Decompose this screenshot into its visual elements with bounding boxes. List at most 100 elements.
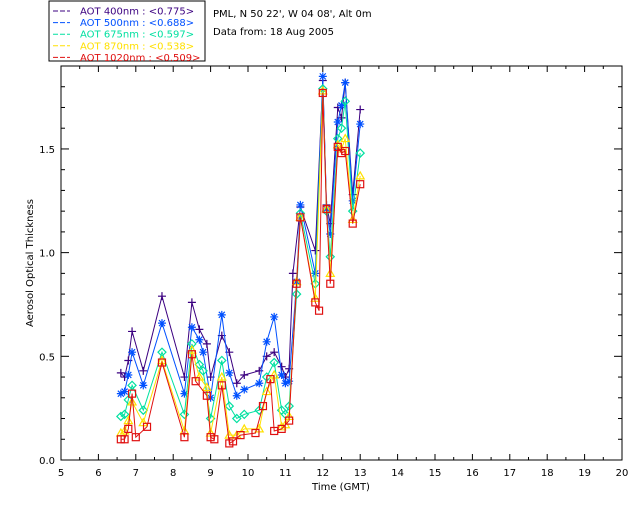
data-point-star [139, 381, 148, 390]
data-point-star [270, 312, 279, 321]
data-point-plus [202, 339, 211, 348]
data-point-star [318, 72, 327, 81]
data-point-triangle [355, 170, 366, 180]
data-point-square [292, 279, 301, 288]
data-point-square [131, 433, 140, 442]
data-point-star [348, 196, 357, 205]
data-point-star [281, 379, 290, 388]
data-point-square [187, 350, 196, 359]
data-point-square [157, 358, 167, 367]
data-point-square [202, 391, 211, 400]
data-point-star [341, 78, 350, 87]
x-axis-label: Time (GMT) [311, 482, 370, 493]
data-point-square [124, 424, 133, 433]
data-point-diamond [187, 339, 197, 349]
data-point-diamond [115, 411, 126, 422]
x-tick-label: 6 [95, 468, 101, 479]
data-point-plus [277, 362, 286, 371]
series-group [116, 72, 365, 402]
data-point-square [356, 180, 365, 189]
data-point-diamond [179, 409, 190, 420]
data-point-diamond [231, 413, 242, 424]
data-point-square [251, 428, 260, 438]
legend-label: AOT 675nm : <0.597> [80, 30, 194, 41]
x-tick-label: 8 [170, 468, 176, 479]
y-tick-label: 0.0 [39, 456, 55, 467]
data-point-star [180, 389, 189, 398]
x-tick-label: 7 [133, 468, 139, 479]
data-point-triangle [127, 396, 138, 406]
data-point-star [217, 310, 226, 319]
data-point-diamond [239, 409, 250, 420]
data-point-diamond [269, 357, 280, 368]
data-point-star [285, 377, 294, 386]
data-point-plus [187, 298, 196, 307]
data-point-square [228, 437, 238, 446]
data-point-square [277, 424, 286, 433]
x-tick-label: 9 [207, 468, 213, 479]
data-point-star [199, 348, 208, 357]
data-point-triangle [261, 386, 272, 396]
x-tick-label: 16 [466, 468, 479, 479]
data-point-diamond [127, 380, 137, 391]
y-tick-label: 1.5 [39, 145, 55, 156]
data-point-star [225, 368, 234, 377]
series-group [116, 88, 365, 448]
data-point-plus [139, 366, 148, 375]
series-line [120, 76, 361, 398]
data-point-plus [270, 348, 279, 357]
data-point-plus [195, 325, 204, 334]
data-point-square [266, 375, 275, 384]
data-point-square [191, 377, 200, 386]
legend: AOT 400nm : <0.775>AOT 500nm : <0.688>AO… [53, 7, 200, 64]
data-point-star [124, 370, 133, 379]
data-point-plus [356, 105, 365, 114]
data-point-star [277, 370, 286, 379]
data-point-star [187, 323, 196, 332]
x-tick-label: 14 [391, 468, 404, 479]
data-point-square [348, 219, 357, 228]
x-tick-label: 15 [429, 468, 442, 479]
x-tick-label: 12 [316, 468, 329, 479]
data-point-square [180, 433, 189, 442]
data-point-plus [157, 292, 166, 301]
x-tick-label: 17 [503, 468, 516, 479]
x-tick-label: 10 [242, 468, 255, 479]
x-tick-label: 11 [279, 468, 292, 479]
legend-label: AOT 400nm : <0.775> [80, 7, 194, 18]
data-point-diamond [355, 148, 366, 158]
data-point-square [322, 204, 331, 214]
data-point-square [236, 431, 245, 440]
data-point-star [333, 117, 342, 126]
x-tick-label: 20 [616, 468, 629, 479]
data-point-triangle [239, 423, 250, 433]
data-point-square [314, 306, 324, 315]
data-point-plus [180, 373, 189, 382]
data-point-star [262, 337, 271, 346]
data-point-diamond [194, 359, 205, 370]
data-point-star [337, 101, 346, 110]
data-point-plus [288, 269, 297, 278]
data-point-diamond [332, 133, 343, 144]
data-point-star [356, 120, 365, 129]
series-group [116, 76, 365, 388]
legend-box [48, 0, 206, 62]
x-tick-label: 19 [578, 468, 591, 479]
x-tick-label: 18 [541, 468, 554, 479]
data-point-diamond [340, 96, 351, 107]
data-point-diamond [224, 401, 235, 411]
data-point-square [326, 279, 335, 288]
data-point-plus [311, 246, 320, 255]
data-point-square [142, 422, 152, 431]
data-point-star [157, 319, 166, 328]
data-point-star [255, 379, 264, 388]
data-point-square [311, 298, 320, 307]
data-point-diamond [325, 251, 336, 262]
data-point-diamond [119, 409, 130, 420]
data-point-plus [128, 327, 137, 336]
y-axis-label: Aerosol Optical Thickness [25, 199, 36, 327]
data-point-triangle [186, 344, 197, 354]
data-point-diamond [138, 405, 149, 416]
data-point-star [326, 229, 335, 238]
